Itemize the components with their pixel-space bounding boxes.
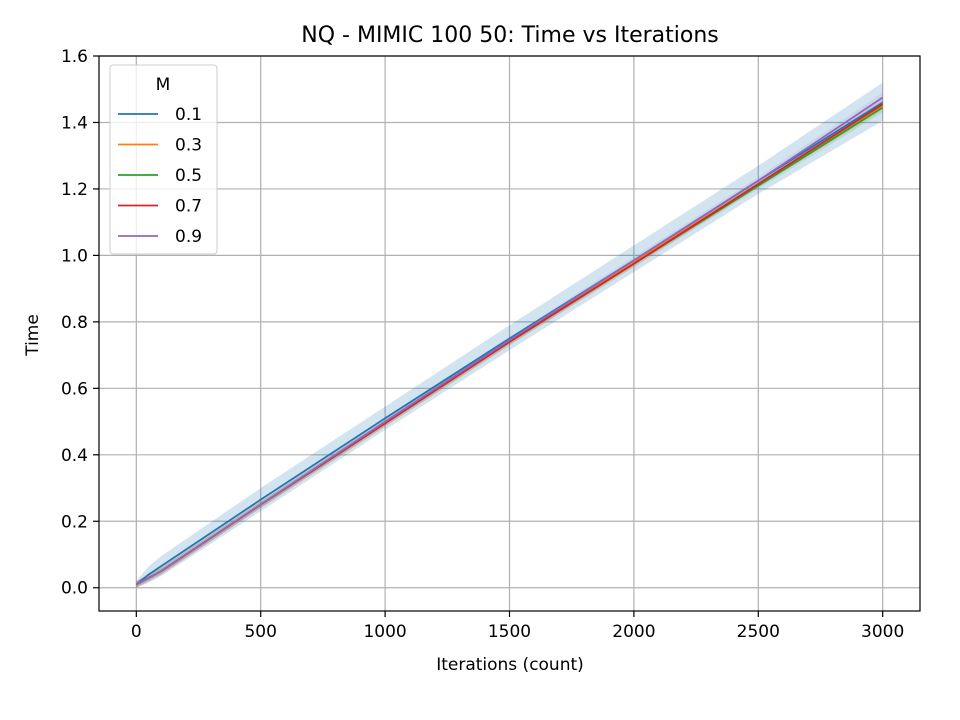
x-tick-label: 2500 xyxy=(737,622,780,642)
y-tick-label: 1.0 xyxy=(61,246,88,266)
y-tick-label: 0.8 xyxy=(61,313,88,333)
y-axis-label: Time xyxy=(23,314,43,357)
legend-items: 0.1 0.3 0.5 0.7 0.9 xyxy=(118,105,202,247)
legend-label: 0.5 xyxy=(175,166,202,186)
x-tick-label: 500 xyxy=(244,622,276,642)
x-tick-label: 1500 xyxy=(488,622,531,642)
y-tick-label: 0.6 xyxy=(61,379,88,399)
x-tick-label: 0 xyxy=(131,622,142,642)
y-tick-label: 0.4 xyxy=(61,446,88,466)
legend-label: 0.1 xyxy=(175,105,202,125)
legend-title: M xyxy=(156,75,171,95)
series-band-0.1 xyxy=(136,82,883,588)
legend-label: 0.3 xyxy=(175,136,202,156)
legend-label: 0.7 xyxy=(175,197,202,217)
series-lines xyxy=(135,96,884,586)
legend: M 0.1 0.3 0.5 0.7 0.9 xyxy=(109,64,218,255)
y-tick-label: 0.0 xyxy=(61,579,88,599)
x-axis-ticks: 0 500 1000 1500 2000 2500 3000 xyxy=(131,611,904,642)
legend-label: 0.9 xyxy=(175,227,202,247)
y-tick-label: 1.6 xyxy=(61,47,88,67)
x-axis-label: Iterations (count) xyxy=(436,655,584,675)
y-tick-label: 1.2 xyxy=(61,180,88,200)
series-line-0.9 xyxy=(135,96,884,586)
x-tick-label: 3000 xyxy=(861,622,904,642)
y-axis-ticks: 0.0 0.2 0.4 0.6 0.8 1.0 1.2 1.4 1.6 xyxy=(61,47,99,599)
y-tick-label: 1.4 xyxy=(61,113,88,133)
legend-frame xyxy=(109,64,218,255)
x-tick-label: 1000 xyxy=(363,622,406,642)
chart-title: NQ - MIMIC 100 50: Time vs Iterations xyxy=(301,23,718,48)
y-tick-label: 0.2 xyxy=(61,512,88,532)
x-tick-label: 2000 xyxy=(612,622,655,642)
